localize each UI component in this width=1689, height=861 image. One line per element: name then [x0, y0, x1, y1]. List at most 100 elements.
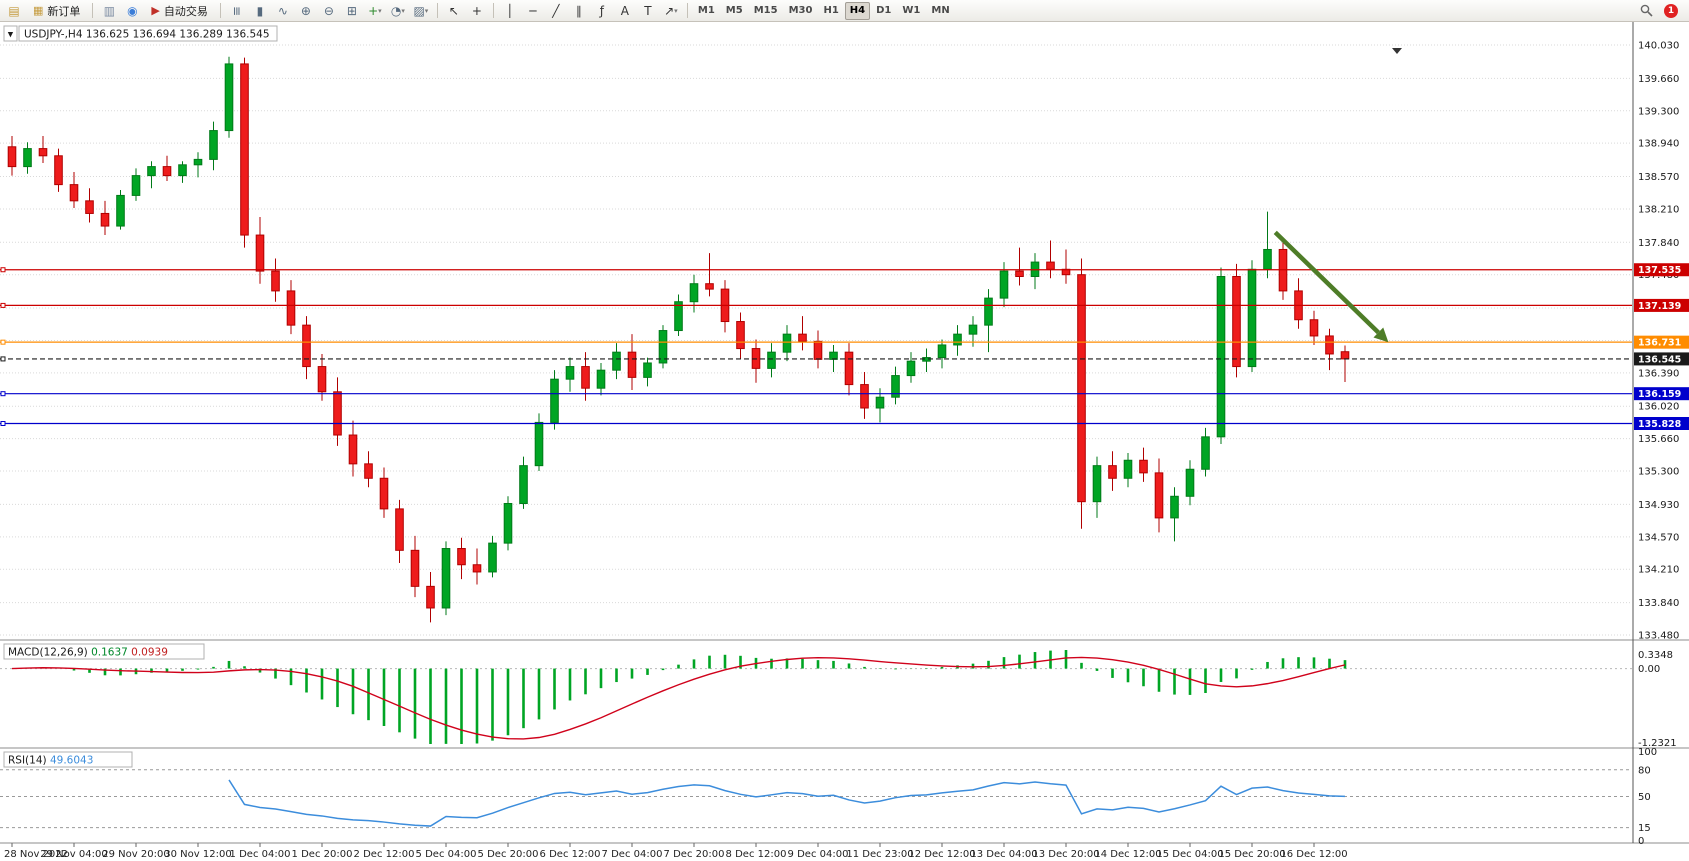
arrows-icon-glyph: ↗	[664, 3, 675, 18]
dropdown-caret[interactable]: ▾	[401, 6, 405, 15]
line-handle[interactable]	[0, 339, 6, 345]
candle-body	[1185, 468, 1195, 497]
rsi-panel: 100 80 50 15 0 RSI(14) 49.6043	[0, 747, 1657, 847]
line-handle[interactable]	[0, 391, 6, 397]
candle-body	[162, 166, 172, 177]
search-icon[interactable]	[1635, 1, 1657, 21]
dropdown-caret[interactable]: ▾	[378, 6, 382, 15]
candle-body	[674, 301, 683, 332]
timeframe-button-h1[interactable]: H1	[823, 4, 839, 16]
vertical-line-icon[interactable]: │	[499, 1, 521, 21]
text-icon[interactable]: A	[614, 1, 636, 21]
line-handle[interactable]	[0, 421, 6, 427]
scroll-end-marker[interactable]	[1392, 48, 1402, 54]
fibonacci-icon[interactable]: ƒ	[591, 1, 613, 21]
price-tag	[1634, 352, 1689, 366]
line-handle[interactable]	[0, 356, 6, 362]
candle-body	[286, 290, 296, 326]
chart-canvas[interactable]: 140.030 139.660 139.300 138.940 138.570 138.2…	[0, 22, 1689, 861]
candle-body	[193, 158, 203, 166]
horizontal-line-icon[interactable]: ─	[522, 1, 544, 21]
new-chart-icon[interactable]: ▤	[3, 1, 25, 21]
price-axis-label: 135.660	[1638, 434, 1679, 445]
notification-badge[interactable]: 1	[1664, 3, 1678, 18]
zoom-out-icon[interactable]: ⊖	[318, 1, 340, 21]
candle-body	[937, 344, 947, 359]
price-axis-label: 138.570	[1638, 172, 1679, 183]
price-axis-label: 137.840	[1638, 238, 1679, 249]
dropdown-caret[interactable]: ▾	[674, 6, 678, 15]
macd-axis-zero: 0.00	[1638, 664, 1660, 675]
trend-arrow[interactable]	[1273, 230, 1389, 343]
crosshair-icon[interactable]: +	[466, 1, 488, 21]
chart-bars-icon[interactable]: ≡	[226, 1, 248, 21]
horizontal-lines	[0, 267, 1632, 427]
price-tag	[1634, 298, 1689, 312]
collapse-icon[interactable]: ▼	[8, 31, 14, 39]
trendline-icon[interactable]: ╱	[545, 1, 567, 21]
candle-body	[844, 351, 854, 386]
timeframe-button-mn[interactable]: MN	[931, 4, 950, 16]
new-order-button[interactable]: ▦ 新订单	[26, 1, 87, 21]
timeframe-button-d1[interactable]: D1	[876, 4, 892, 16]
time-axis-label: 9 Dec 04:00	[788, 849, 849, 860]
candle-body	[1216, 275, 1226, 438]
candle-body	[1309, 319, 1319, 337]
auto-trading-button-label: 自动交易	[163, 4, 208, 18]
timeframe-button-m15[interactable]: M15	[753, 4, 778, 16]
periods-icon-glyph: ◔	[390, 3, 402, 18]
time-axis-label: 16 Dec 12:00	[1280, 849, 1347, 860]
templates-icon-glyph: ▨	[413, 3, 425, 18]
time-axis-label: 11 Dec 23:00	[846, 849, 913, 860]
candle-body	[643, 362, 652, 378]
charts-window-icon[interactable]: ▥	[98, 1, 120, 21]
candle-body	[565, 366, 575, 380]
chart-line-icon-glyph: ∿	[277, 3, 288, 18]
line-handle[interactable]	[0, 267, 6, 273]
candle-body	[860, 384, 869, 409]
timeframe-button-w1[interactable]: W1	[902, 4, 921, 16]
chart-line-icon[interactable]: ∿	[272, 1, 294, 21]
timeframe-button-h4[interactable]: H4	[844, 1, 871, 20]
timeframe-button-m30[interactable]: M30	[788, 4, 813, 16]
tile-windows-icon[interactable]: ⊞	[341, 1, 363, 21]
candle-body	[147, 166, 156, 177]
periods-icon[interactable]: ◔ ▾	[387, 1, 409, 21]
cursor-icon[interactable]: ↖	[443, 1, 465, 21]
dropdown-caret[interactable]: ▾	[424, 6, 429, 15]
timeframe-button-m5[interactable]: M5	[725, 4, 743, 16]
candle-body	[457, 548, 466, 566]
arrows-icon[interactable]: ↗ ▾	[660, 1, 682, 21]
templates-icon[interactable]: ▨ ▾	[410, 1, 432, 21]
time-axis-label: 13 Dec 20:00	[1032, 849, 1099, 860]
rsi-label: RSI(14) 49.6043	[8, 755, 93, 767]
line-handle[interactable]	[0, 302, 6, 308]
candle-body	[1340, 351, 1350, 360]
candle-body	[23, 148, 32, 168]
auto-trading-button[interactable]: ▶ 自动交易	[144, 1, 214, 21]
community-icon[interactable]: ◉	[121, 1, 143, 21]
indicators-icon[interactable]: + ▾	[364, 1, 386, 21]
channel-icon[interactable]: ∥	[568, 1, 590, 21]
price-axis-label: 136.020	[1638, 402, 1679, 413]
price-axis-label: 133.840	[1638, 598, 1679, 609]
chart-candles-icon[interactable]: ▮	[249, 1, 271, 21]
candle-body	[441, 548, 451, 609]
candle-body	[116, 194, 125, 227]
candle-body	[7, 146, 17, 168]
time-axis-label: 7 Dec 20:00	[664, 849, 725, 860]
cursor-icon-glyph: ↖	[448, 3, 459, 18]
candle-body	[984, 297, 993, 326]
time-axis-label: 6 Dec 12:00	[540, 849, 601, 860]
timeframe-button-m1[interactable]: M1	[697, 4, 715, 16]
candle-body	[1170, 495, 1179, 519]
zoom-in-icon[interactable]: ⊕	[295, 1, 317, 21]
toolbar-separator	[492, 3, 494, 18]
macd-label: MACD(12,26,9) 0.1637 0.0939	[8, 647, 168, 659]
candle-body	[875, 396, 885, 409]
candle-body	[503, 502, 513, 544]
time-axis-label: 1 Dec 04:00	[230, 849, 291, 860]
toolbar-separator	[219, 3, 221, 18]
label-icon[interactable]: T	[637, 1, 659, 21]
